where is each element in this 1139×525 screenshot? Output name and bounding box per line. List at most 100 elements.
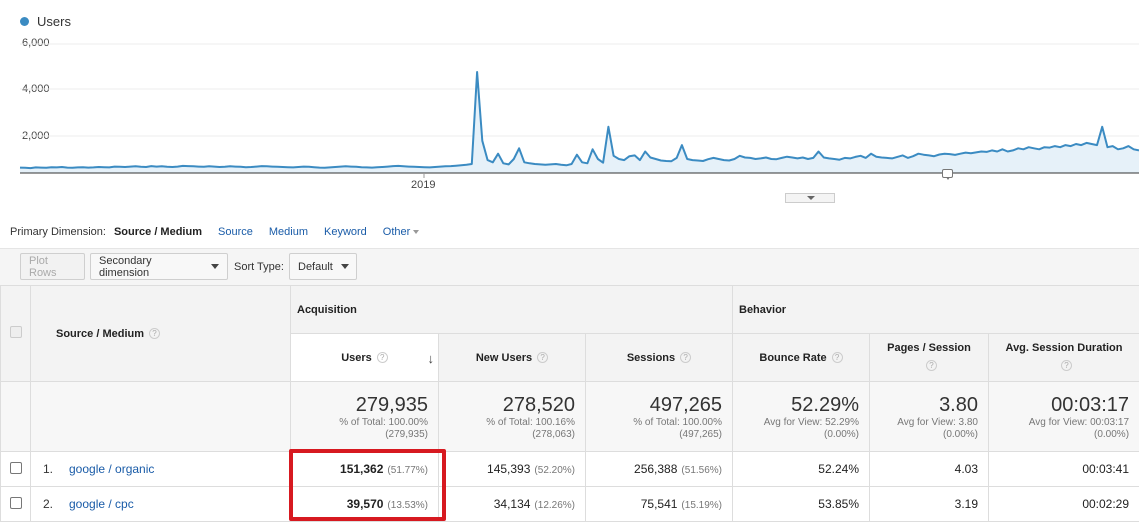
total-value: 278,520 [502,394,575,416]
row-dimension-cell: 2. google / cpc [30,486,291,522]
row-users: 151,362 (51.77%) [290,451,439,487]
sort-desc-icon: ↓ [427,351,435,366]
help-icon[interactable]: ? [537,352,549,364]
total-pages-session: 3.80 Avg for View: 3.80 (0.00%) [869,381,989,452]
users-chart: Users 6,000 4,000 2,000 2019 [0,0,1139,205]
behavior-group-header: Behavior [731,285,1139,334]
users-percent: (13.53%) [387,500,428,511]
dimension-source-medium: Source / Medium [113,226,202,238]
plot-rows-label: Plot Rows [29,254,57,279]
total-percent: % of Total: 100.16% [486,417,575,428]
legend-dot-icon [20,17,29,26]
sort-type-dropdown[interactable]: Default [289,253,357,280]
dimension-header[interactable]: Source / Medium? [30,285,291,382]
select-all-cell [0,285,31,382]
dimension-other-dropdown[interactable]: Other [383,226,420,238]
row-checkbox-cell [0,451,31,487]
total-percent: Avg for View: 52.29% [763,417,859,428]
row-checkbox[interactable] [9,461,22,474]
sessions-value: 256,388 [634,462,678,476]
dimension-keyword[interactable]: Keyword [323,226,367,238]
help-icon[interactable]: ? [831,352,843,364]
row-index: 1. [43,462,54,476]
sort-type-value: Default [298,260,333,273]
secondary-dimension-label: Secondary dimension [99,254,152,279]
metric-header-sessions[interactable]: Sessions? [585,333,733,382]
primary-dimension-label: Primary Dimension: [10,226,106,238]
chart-legend: Users [20,14,71,29]
table-row: 2. google / cpc 39,570 (13.53%) 34,134 (12.… [0,486,1139,522]
row-new-users: 34,134 (12.26%) [438,486,586,522]
help-icon[interactable]: ? [149,328,161,340]
total-base: (279,935) [385,429,428,440]
plot-rows-button[interactable]: Plot Rows [20,253,85,280]
chart-collapse-toggle[interactable] [785,193,835,203]
help-icon[interactable]: ? [1061,360,1073,371]
users-value: 39,570 [346,497,384,511]
total-percent: Avg for View: 00:03:17 [1028,417,1130,428]
dimension-header-label: Source / Medium [56,327,145,340]
annotation-icon[interactable] [942,169,953,180]
chevron-down-icon [211,264,219,269]
metric-header-users[interactable]: Users? ↓ [290,333,439,382]
users-area [20,72,1139,173]
metric-header-new-users[interactable]: New Users? [438,333,586,382]
row-pages-session: 3.19 [869,486,989,522]
totals-empty-cell [30,381,291,452]
users-value: 151,362 [340,462,384,476]
metric-header-pages-session[interactable]: Pages / Session? [869,333,989,382]
total-percent: Avg for View: 3.80 [897,417,978,428]
users-line [19,71,1139,170]
sort-type-label: Sort Type: [234,261,284,273]
secondary-dimension-dropdown[interactable]: Secondary dimension [90,253,228,280]
total-base: (0.00%) [823,429,859,440]
row-checkbox-cell [0,486,31,522]
row-sessions: 256,388 (51.56%) [585,451,733,487]
source-medium-link[interactable]: google / cpc [69,497,134,511]
total-value: 3.80 [939,394,978,416]
row-index: 2. [43,497,54,511]
sessions-percent: (15.19%) [681,500,722,511]
row-users: 39,570 (13.53%) [290,486,439,522]
total-value: 279,935 [355,394,428,416]
row-bounce-rate: 52.24% [732,451,870,487]
select-all-checkbox[interactable] [9,326,22,338]
help-icon[interactable]: ? [926,360,937,371]
dimension-source[interactable]: Source [218,226,253,238]
total-avg-session-duration: 00:03:17 Avg for View: 00:03:17 (0.00%) [987,381,1139,452]
metric-header-avg-session-duration[interactable]: Avg. Session Duration? [987,333,1139,382]
total-base: (278,063) [532,429,575,440]
y-tick-label: 6,000 [22,37,50,49]
metric-label: Sessions [626,351,676,364]
total-users: 279,935% of Total: 100.00% (279,935) [290,381,439,452]
row-avg-session-duration: 00:03:41 [987,451,1139,487]
metric-label: Avg. Session Duration [1005,342,1123,354]
total-percent: % of Total: 100.00% [339,417,428,428]
source-medium-link[interactable]: google / organic [69,462,155,476]
metric-header-bounce-rate[interactable]: Bounce Rate? [732,333,870,382]
new-users-value: 145,393 [487,462,531,476]
totals-row: 279,935% of Total: 100.00% (279,935) 278,… [0,381,1139,452]
chart-plot-area [19,43,1139,178]
chevron-down-icon [340,264,349,269]
total-bounce-rate: 52.29% Avg for View: 52.29% (0.00%) [732,381,870,452]
table-toolbar: Plot Rows Secondary dimension Sort Type:… [0,248,1139,285]
row-checkbox[interactable] [9,496,22,509]
total-percent: % of Total: 100.00% [633,417,722,428]
help-icon[interactable]: ? [376,352,388,364]
dimension-medium[interactable]: Medium [268,226,308,238]
total-value: 52.29% [791,394,859,416]
row-pages-session: 4.03 [869,451,989,487]
totals-empty-cell [0,381,31,452]
total-sessions: 497,265% of Total: 100.00% (497,265) [585,381,733,452]
users-percent: (51.77%) [387,465,428,476]
row-new-users: 145,393 (52.20%) [438,451,586,487]
total-value: 00:03:17 [1051,394,1130,416]
help-icon[interactable]: ? [680,352,692,364]
sessions-value: 75,541 [640,497,678,511]
acquisition-group-header: Acquisition [290,285,733,334]
table-row: 1. google / organic 151,362 (51.77%) 145,3… [0,451,1139,487]
new-users-value: 34,134 [493,497,531,511]
primary-dimension-bar: Primary Dimension: Source / Medium Sourc… [10,226,420,238]
sessions-percent: (51.56%) [681,465,722,476]
